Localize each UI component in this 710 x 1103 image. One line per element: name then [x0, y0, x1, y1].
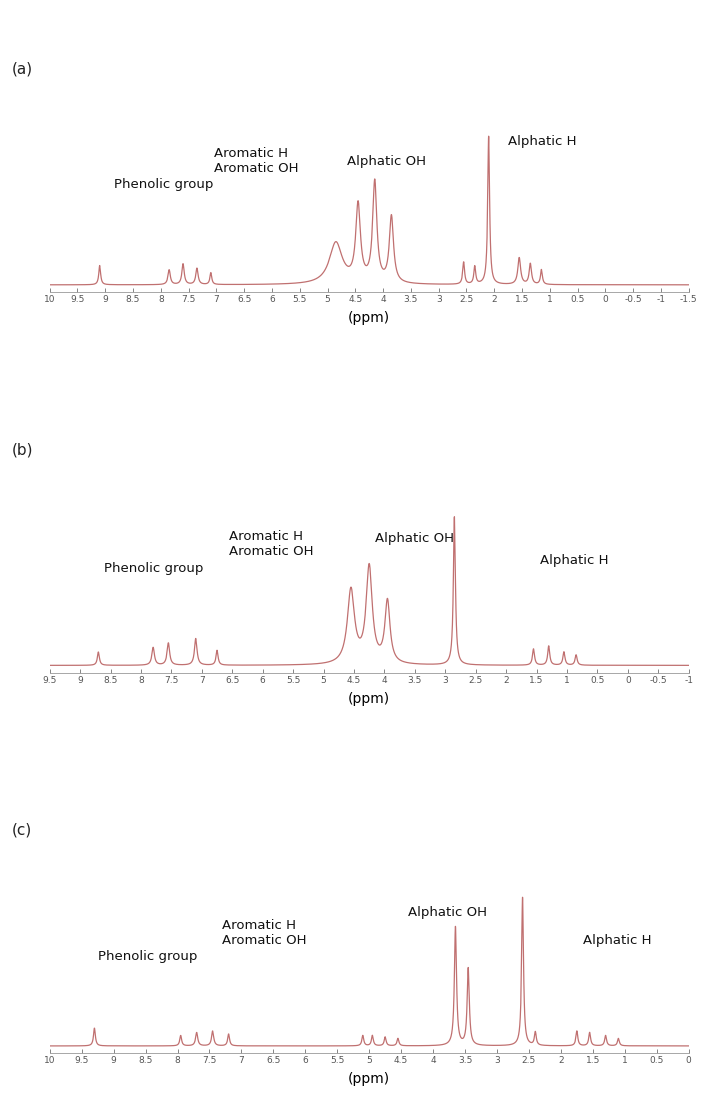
Text: Phenolic group: Phenolic group [114, 178, 213, 191]
X-axis label: (ppm): (ppm) [348, 311, 390, 325]
Text: Alphatic OH: Alphatic OH [347, 156, 426, 168]
Text: Alphatic H: Alphatic H [584, 934, 652, 947]
Text: Aromatic H
Aromatic OH: Aromatic H Aromatic OH [214, 147, 298, 174]
X-axis label: (ppm): (ppm) [348, 692, 390, 706]
X-axis label: (ppm): (ppm) [348, 1072, 390, 1086]
Text: Alphatic OH: Alphatic OH [408, 907, 486, 919]
Text: Aromatic H
Aromatic OH: Aromatic H Aromatic OH [229, 531, 314, 558]
Text: (a): (a) [11, 62, 33, 76]
Text: Phenolic group: Phenolic group [104, 561, 204, 575]
Text: Alphatic H: Alphatic H [508, 136, 577, 149]
Text: Alphatic H: Alphatic H [540, 554, 608, 567]
Text: Phenolic group: Phenolic group [98, 951, 197, 963]
Text: (c): (c) [11, 823, 32, 837]
Text: (b): (b) [11, 442, 33, 457]
Text: Aromatic H
Aromatic OH: Aromatic H Aromatic OH [222, 919, 307, 947]
Text: Alphatic OH: Alphatic OH [376, 533, 454, 545]
